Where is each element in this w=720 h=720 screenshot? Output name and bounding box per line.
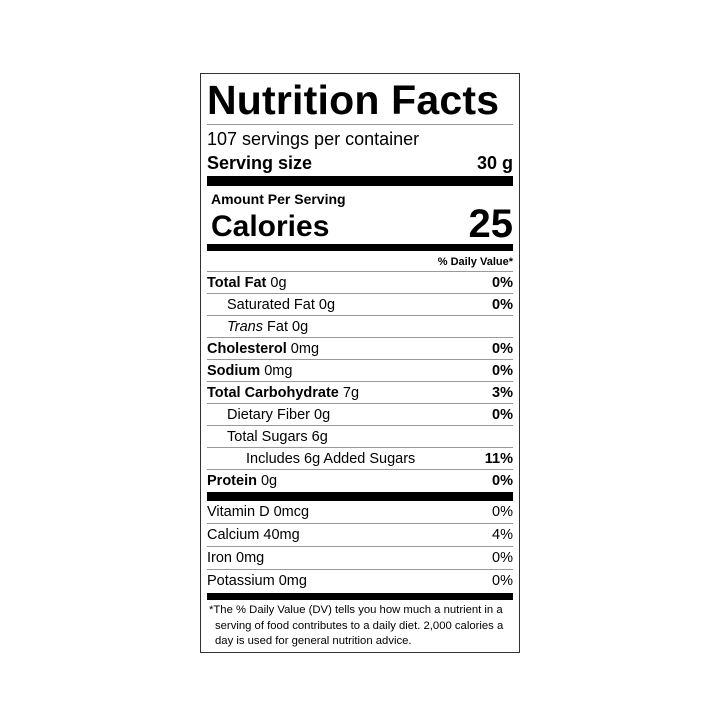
vitamin-row-calcium: Calcium 40mg 4% [207, 524, 513, 547]
nutrient-amount: 0g [318, 297, 336, 313]
serving-size-label: Serving size [207, 153, 313, 173]
amount-per-serving: Amount Per Serving [211, 191, 346, 207]
vitamin-dv: 0% [492, 573, 513, 589]
calories-label: Calories [211, 210, 330, 243]
nutrient-name-italic: Trans [227, 319, 263, 335]
nutrient-name: Protein [207, 473, 257, 489]
nutrient-row-cholesterol: Cholesterol 0mg 0% [207, 338, 513, 360]
nutrient-name: Cholesterol [207, 341, 287, 357]
nutrient-name: Includes 6g Added Sugars [246, 451, 416, 467]
nutrient-label: Total Fat 0g [207, 272, 287, 293]
nutrient-label: Protein 0g [207, 470, 277, 492]
daily-value-header: % Daily Value* [207, 251, 513, 272]
nutrient-amount: 7g [342, 385, 360, 401]
footnote-text: *The % Daily Value (DV) tells you how mu… [209, 604, 504, 647]
nutrient-row-total-fat: Total Fat 0g 0% [207, 272, 513, 294]
nutrient-label: Trans Fat 0g [227, 316, 308, 337]
nutrient-amount: 0g [260, 473, 278, 489]
nutrient-dv: 0% [492, 407, 513, 423]
vitamin-dv: 0% [492, 504, 513, 520]
vitamin-dv: 4% [492, 527, 513, 543]
nutrient-amount: 0mg [264, 363, 293, 379]
nutrition-facts-label: Nutrition Facts 107 servings per contain… [200, 73, 520, 653]
nutrient-dv: 11% [484, 451, 513, 467]
footnote: *The % Daily Value (DV) tells you how mu… [207, 600, 513, 650]
vitamin-label: Iron 0mg [207, 550, 265, 566]
vitamin-label: Calcium 40mg [207, 527, 300, 543]
thick-divider [207, 244, 513, 251]
nutrient-row-total-carbohydrate: Total Carbohydrate 7g 3% [207, 382, 513, 404]
nutrient-row-dietary-fiber: Dietary Fiber 0g 0% [207, 404, 513, 426]
servings-per-container: 107 servings per container [207, 129, 420, 149]
thick-divider [207, 593, 513, 600]
nutrient-dv: 0% [492, 473, 513, 489]
nutrient-dv: 0% [492, 297, 513, 313]
nutrient-name: Saturated Fat [227, 297, 315, 313]
nutrient-name: Fat [267, 319, 288, 335]
nutrient-name: Total Carbohydrate [207, 385, 339, 401]
nutrient-name: Dietary Fiber [227, 407, 310, 423]
nutrient-row-trans-fat: Trans Fat 0g [207, 316, 513, 338]
nutrient-row-added-sugars: Includes 6g Added Sugars 11% [207, 448, 513, 470]
vitamin-row-iron: Iron 0mg 0% [207, 547, 513, 570]
nutrient-row-saturated-fat: Saturated Fat 0g 0% [207, 294, 513, 316]
nutrient-amount: 6g [311, 429, 328, 445]
nutrient-amount: 0g [270, 275, 287, 291]
nutrient-label: Dietary Fiber 0g [227, 404, 330, 425]
calories-row: Calories 25 [207, 204, 513, 244]
nutrient-amount: 0g [292, 319, 309, 335]
nutrient-dv: 0% [492, 341, 513, 357]
vitamin-label: Vitamin D 0mcg [207, 504, 310, 520]
label-title: Nutrition Facts [207, 74, 513, 125]
nutrient-amount: 0mg [290, 341, 320, 357]
calories-value: 25 [468, 202, 514, 246]
nutrient-dv: 0% [492, 363, 513, 379]
vitamin-dv: 0% [492, 550, 513, 566]
thick-divider [207, 492, 513, 501]
nutrient-label: Total Sugars 6g [227, 426, 328, 447]
nutrient-label: Cholesterol 0mg [207, 338, 319, 359]
nutrient-amount: 0g [314, 407, 331, 423]
vitamin-row-vitamin-d: Vitamin D 0mcg 0% [207, 501, 513, 524]
nutrient-row-total-sugars: Total Sugars 6g [207, 426, 513, 448]
vitamin-row-potassium: Potassium 0mg 0% [207, 570, 513, 593]
nutrient-name: Total Sugars [227, 429, 308, 445]
nutrient-name: Total Fat [207, 275, 267, 291]
serving-size-row: Serving size 30 g [207, 151, 513, 176]
vitamin-label: Potassium 0mg [207, 573, 307, 589]
nutrient-row-protein: Protein 0g 0% [207, 470, 513, 492]
nutrient-label: Total Carbohydrate 7g [207, 382, 359, 403]
nutrient-label: Sodium 0mg [207, 360, 292, 381]
nutrient-row-sodium: Sodium 0mg 0% [207, 360, 513, 382]
nutrient-label: Saturated Fat 0g [227, 294, 335, 315]
nutrient-dv: 3% [492, 385, 513, 401]
serving-size-value: 30 g [476, 153, 513, 173]
thick-divider [207, 176, 513, 186]
nutrient-dv: 0% [492, 275, 513, 291]
nutrient-name: Sodium [207, 363, 261, 379]
